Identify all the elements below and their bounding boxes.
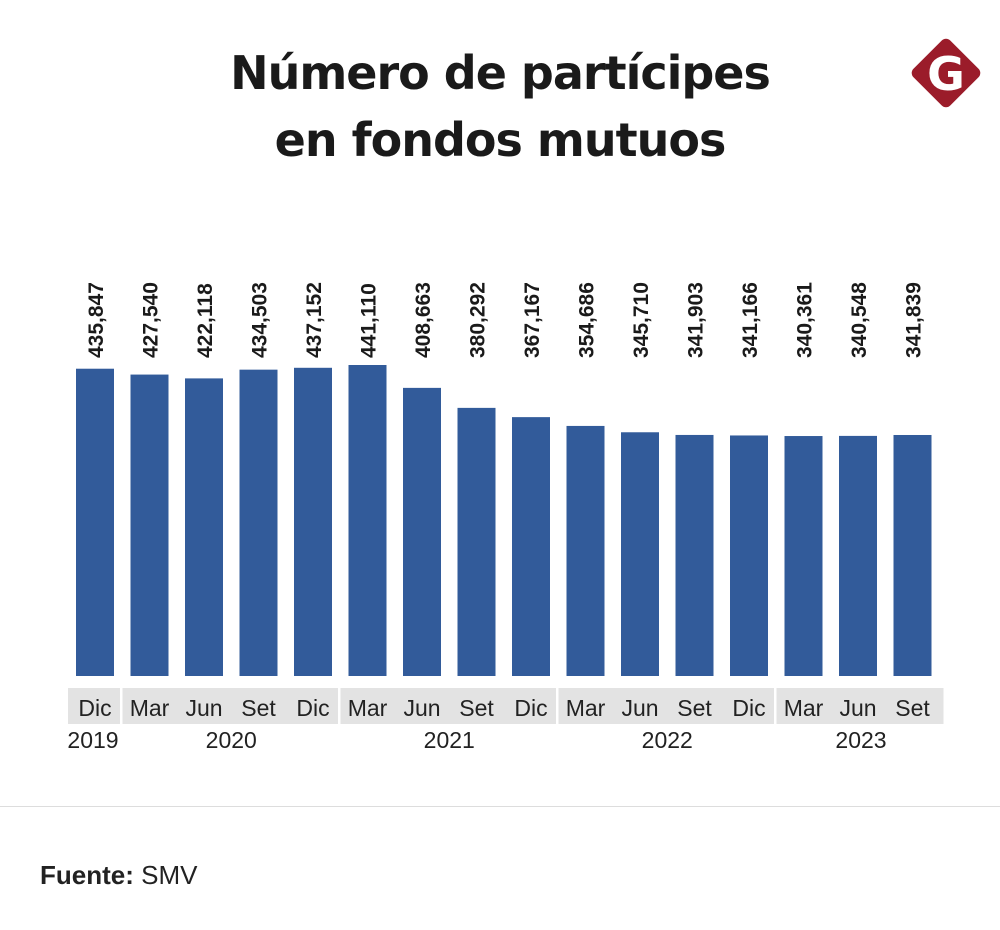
bar	[239, 369, 278, 676]
bar	[185, 378, 223, 676]
data-label: 367,167	[521, 282, 544, 358]
bar	[403, 387, 441, 676]
year-label: 2023	[835, 727, 886, 753]
year-label: 2021	[424, 727, 475, 753]
x-tick-label: Set	[459, 695, 494, 721]
x-tick-label: Jun	[839, 695, 876, 721]
bar	[457, 407, 496, 676]
data-label: 408,663	[412, 282, 435, 358]
year-group-band	[558, 688, 774, 724]
bar	[784, 436, 823, 676]
bar	[76, 368, 114, 676]
data-label: 340,361	[794, 282, 817, 358]
x-tick-label: Jun	[403, 695, 440, 721]
bar	[893, 434, 932, 676]
x-tick-label: Jun	[185, 695, 222, 721]
x-tick-label: Mar	[348, 695, 388, 721]
data-label: 354,686	[576, 282, 599, 358]
x-tick-label: Set	[895, 695, 930, 721]
svg-text:G: G	[927, 47, 965, 101]
data-label: 434,503	[249, 282, 272, 358]
bar	[566, 425, 605, 676]
x-tick-label: Jun	[621, 695, 658, 721]
logo: G	[911, 38, 981, 108]
bar	[294, 367, 332, 676]
bar	[621, 432, 659, 676]
data-label: 437,152	[303, 282, 326, 358]
x-tick-label: Set	[241, 695, 276, 721]
chart-title-line1: Número de partícipes	[230, 46, 771, 100]
data-label: 345,710	[630, 282, 653, 358]
x-tick-label: Dic	[78, 695, 111, 721]
year-group-band	[68, 688, 120, 724]
year-label: 2022	[642, 727, 693, 753]
data-label: 441,110	[358, 283, 381, 358]
year-group-band	[776, 688, 944, 724]
bar-chart: G 2019 2020 2021 2022 2023 435,847 Dic 427,540…	[67, 38, 981, 753]
x-tick-label: Dic	[296, 695, 329, 721]
data-label: 422,118	[194, 283, 217, 358]
divider	[0, 806, 1000, 807]
x-tick-label: Mar	[784, 695, 824, 721]
source-value: SMV	[141, 860, 198, 890]
bar	[130, 374, 169, 676]
x-tick-label: Dic	[514, 695, 547, 721]
x-tick-label: Mar	[566, 695, 606, 721]
x-tick-label: Dic	[732, 695, 765, 721]
source: Fuente: SMV	[40, 860, 197, 891]
data-label: 341,839	[903, 282, 926, 358]
bar	[348, 365, 387, 676]
bar	[839, 435, 877, 676]
x-tick-label: Set	[677, 695, 712, 721]
year-label: 2019	[67, 727, 118, 753]
year-label: 2020	[206, 727, 257, 753]
data-label: 341,166	[739, 282, 762, 358]
data-label: 427,540	[140, 282, 163, 358]
data-label: 380,292	[467, 282, 490, 358]
chart-title-line2: en fondos mutuos	[274, 113, 727, 167]
data-label: 341,903	[685, 282, 708, 358]
x-tick-label: Mar	[130, 695, 170, 721]
bar	[730, 435, 768, 676]
bar	[512, 417, 550, 676]
data-label: 340,548	[848, 282, 871, 358]
data-label: 435,847	[85, 282, 108, 358]
year-group-band	[340, 688, 556, 724]
bar	[675, 434, 714, 676]
year-group-band	[122, 688, 338, 724]
source-label: Fuente:	[40, 860, 134, 890]
